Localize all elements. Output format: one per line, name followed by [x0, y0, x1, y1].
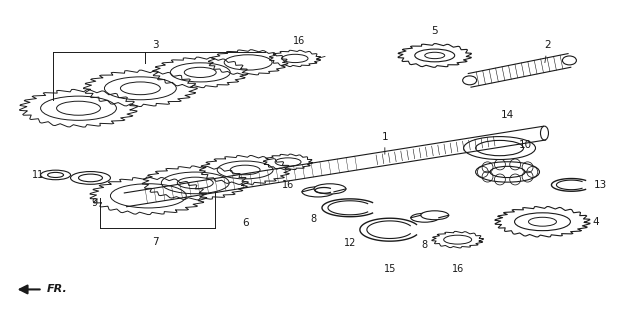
Ellipse shape [411, 213, 439, 222]
Text: 11: 11 [32, 170, 44, 180]
Text: 1: 1 [381, 132, 388, 154]
Text: 14: 14 [501, 110, 514, 120]
Text: 9: 9 [91, 198, 98, 208]
Text: 10: 10 [519, 140, 532, 150]
Text: 16: 16 [452, 264, 464, 274]
Text: 13: 13 [593, 180, 606, 190]
Ellipse shape [420, 211, 448, 220]
Ellipse shape [314, 184, 346, 194]
Text: 2: 2 [544, 40, 551, 63]
Text: 16: 16 [293, 36, 305, 45]
Ellipse shape [70, 172, 111, 184]
Text: 15: 15 [384, 264, 396, 274]
Ellipse shape [463, 76, 476, 85]
Ellipse shape [463, 137, 536, 160]
Text: FR.: FR. [47, 284, 67, 294]
Ellipse shape [514, 213, 570, 231]
Ellipse shape [562, 56, 577, 65]
Text: 4: 4 [585, 217, 599, 227]
Ellipse shape [302, 187, 334, 197]
Text: 5: 5 [432, 26, 438, 36]
Text: 3: 3 [152, 39, 159, 50]
Text: 8: 8 [310, 214, 316, 224]
Text: 16: 16 [282, 180, 294, 190]
Ellipse shape [476, 162, 539, 182]
Ellipse shape [40, 170, 70, 180]
Text: 8: 8 [422, 240, 428, 250]
Text: 7: 7 [152, 237, 159, 247]
Text: 6: 6 [242, 218, 248, 228]
Text: 12: 12 [344, 238, 356, 248]
